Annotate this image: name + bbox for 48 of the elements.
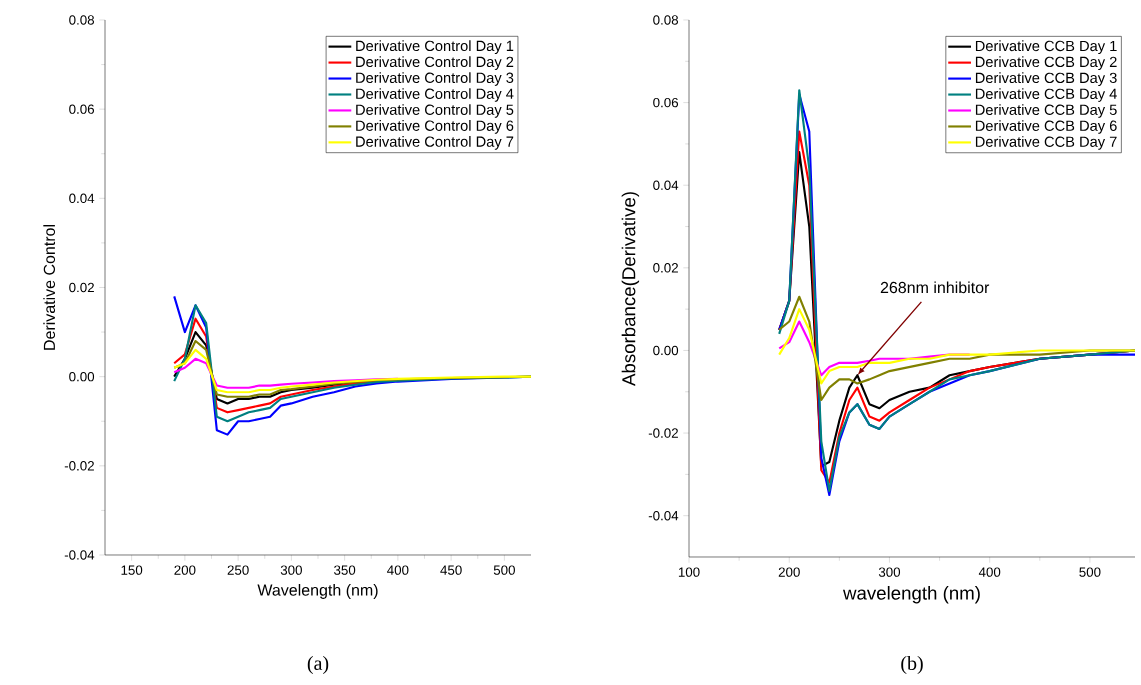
legend-label: Derivative CCB Day 4	[975, 88, 1117, 102]
y-tick-label: 0.06	[653, 97, 679, 108]
x-tick-label: 500	[1079, 567, 1101, 577]
y-tick-label: 0.00	[69, 371, 95, 382]
legend-label: Derivative CCB Day 5	[975, 104, 1117, 118]
y-tick-label: 0.00	[653, 345, 679, 356]
y-tick-label: -0.02	[648, 428, 678, 438]
y-tick-label: -0.04	[64, 550, 95, 560]
text: (a)	[307, 655, 329, 675]
legend-label: Derivative CCB Day 2	[975, 56, 1117, 70]
y-tick-label: 0.08	[653, 15, 679, 25]
x-tick-label: 300	[280, 565, 302, 575]
legend-label: Derivative Control Day 4	[356, 88, 514, 102]
y-tick-label: 0.02	[69, 282, 94, 293]
x-tick-label: 300	[878, 567, 901, 577]
annotation: 268nm inhibitor	[880, 281, 990, 294]
x-axis-title: Wavelength (nm)	[257, 584, 378, 599]
x-tick-label: 350	[334, 565, 356, 575]
x-tick-label: 400	[387, 565, 409, 575]
y-tick-label: 0.04	[69, 193, 95, 204]
legend-label: Derivative Control Day 2	[356, 56, 514, 70]
x-axis-title: wavelength (nm)	[843, 585, 980, 604]
legend-label: Derivative Control Day 7	[356, 136, 514, 150]
x-tick-label: 200	[778, 567, 800, 577]
y-tick-label: 0.08	[69, 15, 95, 25]
x-tick-label: 400	[978, 567, 1001, 577]
legend-label: Derivative Control Day 3	[356, 72, 514, 86]
y-axis-title: Absorbance(Derivative)	[621, 192, 640, 386]
x-tick-label: 150	[121, 565, 143, 575]
x-tick-label: 200	[174, 565, 196, 575]
x-tick-label: 100	[678, 567, 700, 577]
y-axis-title: Derivative Control	[43, 225, 56, 350]
legend-label: Derivative CCB Day 6	[975, 120, 1117, 134]
legend-label: Derivative Control Day 5	[356, 104, 514, 118]
y-tick-label: -0.04	[648, 510, 679, 521]
y-tick-label: 0.06	[69, 104, 95, 114]
x-tick-label: 250	[227, 565, 249, 575]
y-tick-label: 0.04	[653, 180, 679, 190]
legend-label: Derivative Control Day 1	[356, 40, 514, 54]
x-tick-label: 500	[493, 565, 515, 575]
x-tick-label: 450	[440, 565, 462, 575]
legend-label: Derivative CCB Day 3	[975, 72, 1117, 86]
y-tick-label: 0.02	[653, 263, 678, 273]
legend-label: Derivative Control Day 6	[356, 120, 514, 134]
y-tick-label: -0.02	[64, 461, 94, 471]
text: (b)	[901, 655, 923, 675]
legend-label: Derivative CCB Day 7	[975, 136, 1117, 150]
legend-label: Derivative CCB Day 1	[975, 40, 1117, 55]
